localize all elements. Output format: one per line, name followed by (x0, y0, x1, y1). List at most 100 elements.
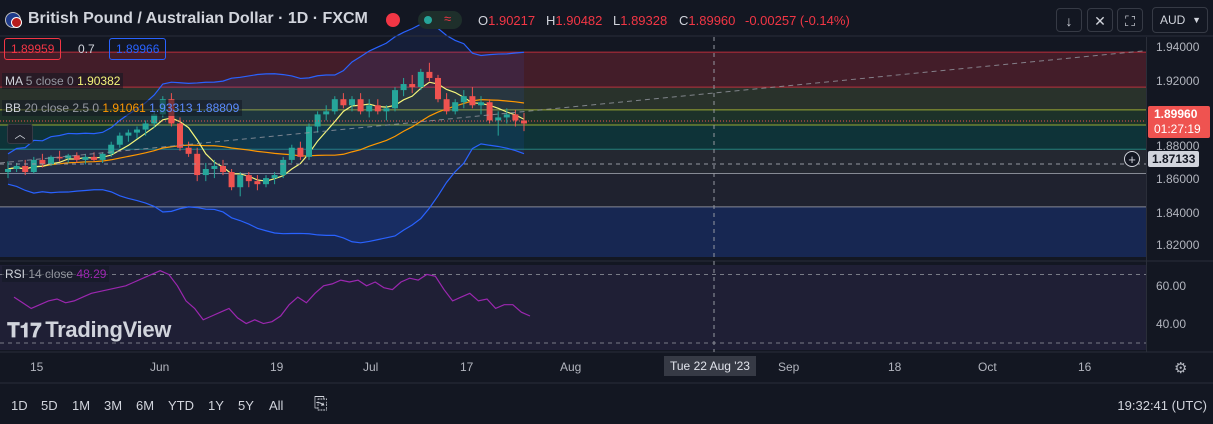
time-label: Sep (778, 360, 800, 374)
candle-body (30, 159, 37, 173)
candle-body (108, 144, 115, 154)
candle-body (366, 105, 373, 112)
tradingview-logo: 𝐓𝟏𝟕 TradingView (7, 317, 171, 343)
rsi-legend[interactable]: RSI 14 close 48.29 (2, 266, 110, 282)
ma-legend[interactable]: MA 5 close 0 1.90382 (2, 73, 124, 89)
live-dot-icon (424, 16, 432, 24)
candle-body (349, 99, 355, 106)
bar-countdown: 01:27:19 (1154, 122, 1201, 136)
candle-body (512, 114, 519, 121)
rsi-line (13, 270, 531, 325)
candle-body (521, 120, 527, 124)
collapse-legend-button[interactable]: ︿ (7, 124, 33, 144)
rsi-name: RSI (5, 267, 26, 281)
date-range-icon[interactable]: ⎘ (314, 394, 328, 413)
candle-body (323, 111, 330, 115)
candle-body (151, 114, 158, 124)
candle-body (306, 126, 312, 157)
bb-upper-value: 1.93313 (149, 101, 193, 115)
candle-body (426, 71, 433, 78)
candle-body (142, 123, 149, 130)
rsi-tick: 40.00 (1156, 317, 1187, 331)
timeframe-5d[interactable]: 5D (41, 398, 58, 413)
utc-clock[interactable]: 19:32:41 (UTC) (1117, 398, 1207, 413)
candle-body (125, 132, 132, 136)
candle-body (65, 155, 72, 159)
close-label: C (679, 13, 689, 28)
zone-red (0, 52, 1146, 88)
candle-body (202, 169, 209, 176)
currency-select[interactable]: AUD ▼ (1152, 7, 1208, 33)
ma-value: 1.90382 (77, 74, 121, 88)
ohlc-low: L1.89328 (613, 13, 667, 28)
ma-params: 5 close 0 (25, 74, 74, 88)
bb-legend[interactable]: BB 20 close 2.5 0 1.91061 1.93313 1.8880… (2, 100, 243, 116)
candle-body (400, 84, 407, 91)
aud-flag-icon (11, 17, 22, 28)
candle-body (452, 102, 459, 112)
candle-body (357, 99, 364, 112)
candle-body (5, 169, 11, 173)
candle-body (22, 165, 29, 173)
candle-body (263, 178, 269, 185)
price-tick: 1.88000 (1156, 139, 1200, 153)
zone-blue (0, 206, 1146, 257)
time-label: 19 (270, 360, 284, 374)
price-tick: 1.86000 (1156, 172, 1200, 186)
high-value: 1.90482 (555, 13, 603, 28)
symbol-title[interactable]: British Pound / Australian Dollar · 1D ·… (28, 10, 368, 27)
bb-params: 20 close 2.5 0 (24, 101, 100, 115)
candle-body (82, 156, 89, 160)
candle-body (177, 123, 183, 148)
crosshair-date-tag: Tue 22 Aug '23 (664, 356, 756, 376)
collapse-icon[interactable]: ✕ (1087, 8, 1113, 32)
current-price-tag: 1.89960 01:27:19 (1148, 106, 1210, 138)
time-label: Jun (150, 360, 170, 374)
candle-body (73, 155, 80, 160)
timeframe-3m[interactable]: 3M (104, 398, 123, 413)
buy-button[interactable]: 1.89966 (109, 38, 167, 60)
timeframe-ytd[interactable]: YTD (168, 398, 194, 413)
brand-name: TradingView (45, 317, 172, 342)
ohlc-high: H1.90482 (546, 13, 602, 28)
candle-body (228, 172, 235, 188)
zone-olive (0, 87, 1146, 110)
wave-icon: ≈ (444, 11, 452, 26)
candle-body (495, 117, 502, 121)
candle-body (503, 114, 510, 118)
sell-button[interactable]: 1.89959 (4, 38, 62, 60)
candle-body (443, 99, 450, 112)
ma-name: MA (5, 74, 23, 88)
timeframe-1d[interactable]: 1D (11, 398, 28, 413)
candle-body (409, 84, 416, 88)
time-label: 17 (460, 360, 474, 374)
bb-basis-line (7, 99, 525, 170)
price-tick: 1.82000 (1156, 238, 1200, 252)
timeframe-5y[interactable]: 5Y (238, 398, 254, 413)
candle-body (340, 99, 347, 106)
candle-body (331, 99, 338, 112)
rsi-tick: 60.00 (1156, 279, 1187, 293)
rsi-pane-bg (0, 265, 1146, 350)
timeframe-all[interactable]: All (269, 398, 284, 413)
price-tick: 1.92000 (1156, 74, 1200, 88)
data-status-pill[interactable]: ≈ (418, 11, 462, 29)
timeframe-6m[interactable]: 6M (136, 398, 155, 413)
timeframe-1m[interactable]: 1M (72, 398, 91, 413)
candle-body (383, 108, 390, 112)
low-label: L (613, 13, 621, 28)
price-tick: 1.84000 (1156, 206, 1200, 220)
timeframe-1y[interactable]: 1Y (208, 398, 224, 413)
add-alert-icon[interactable]: + (1124, 151, 1140, 167)
candle-body (392, 90, 398, 109)
candle-body (13, 165, 20, 169)
ohlc-open: O1.90217 (478, 13, 535, 28)
settings-gear-icon[interactable]: ⚙ (1174, 360, 1188, 377)
fullscreen-icon[interactable]: ⛶ (1117, 8, 1143, 32)
candle-body (91, 156, 97, 160)
spread-value: 0.7 (78, 42, 95, 56)
arrow-down-icon[interactable]: ↓ (1056, 8, 1082, 32)
time-label: 16 (1078, 360, 1092, 374)
tv-logo-icon: 𝐓𝟏𝟕 (7, 320, 42, 342)
